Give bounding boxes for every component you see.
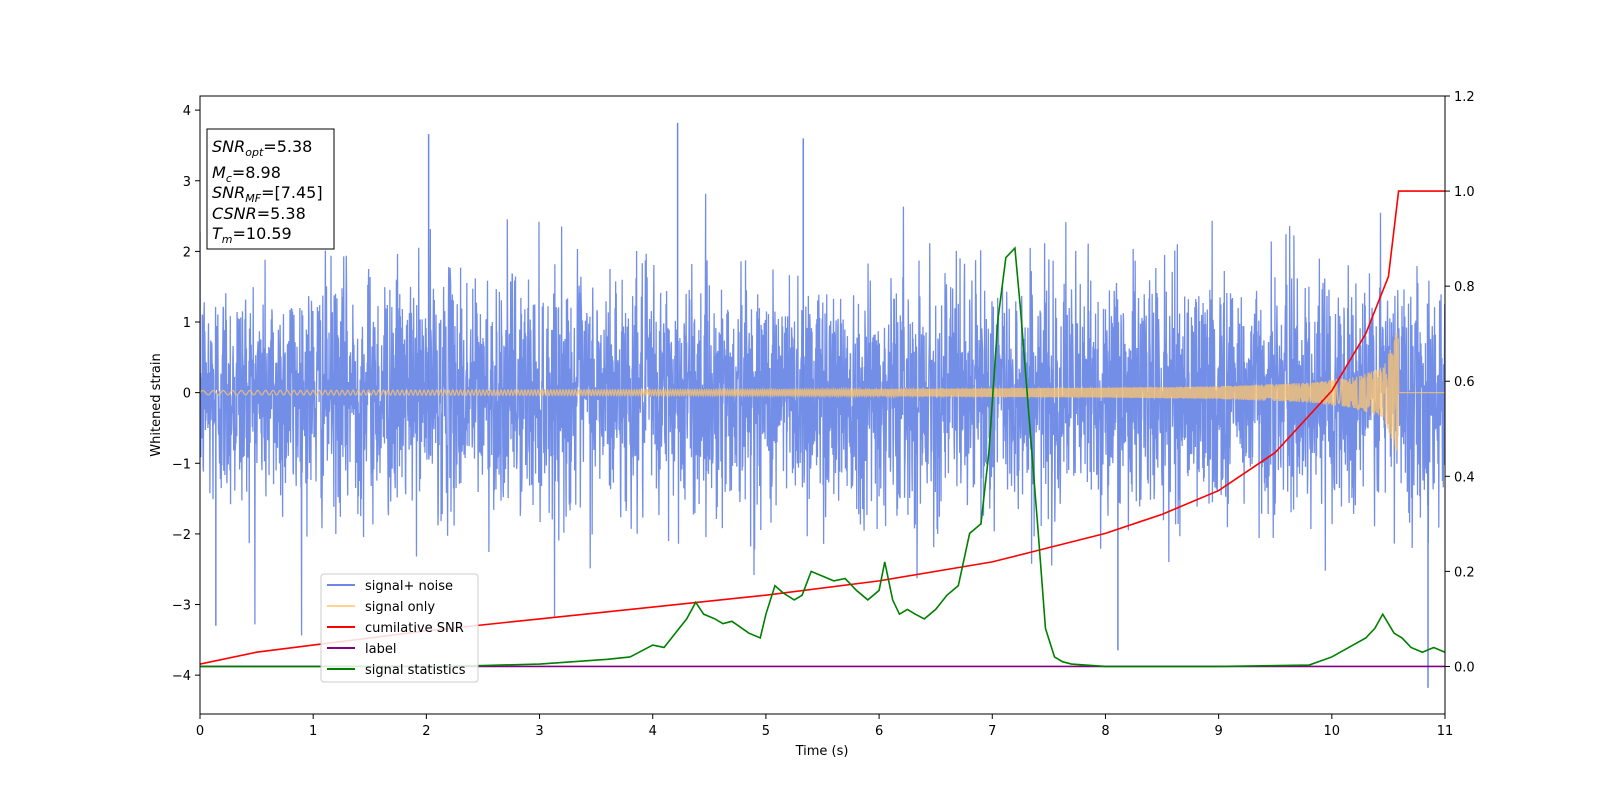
x-tick-label: 4: [649, 724, 657, 739]
legend-label: signal only: [365, 600, 435, 615]
y2-tick-label: 0.8: [1454, 280, 1475, 295]
y-tick-label: 1: [183, 316, 191, 331]
info-box-line: Tm=10.59: [212, 224, 292, 246]
x-tick-label: 8: [1101, 724, 1109, 739]
series-signal-statistics-line: [200, 246, 1445, 668]
x-tick-label: 7: [988, 724, 996, 739]
legend-label: signal+ noise: [365, 579, 453, 594]
legend: signal+ noise signal only cumilative SNR la…: [320, 573, 479, 683]
plot-area-frame: [199, 95, 1446, 715]
x-tick-label: 0: [196, 724, 204, 739]
y-tick-label: −3: [172, 599, 191, 614]
info-box-line: SNRMF=[7.45]: [212, 183, 323, 205]
y2-tick-label: 0.6: [1454, 375, 1475, 390]
series-signal-only-line: [200, 332, 1445, 452]
legend-label: label: [365, 642, 396, 657]
series-signal-noise-line: [200, 193, 1445, 636]
info-box-line: CSNR=5.38: [212, 204, 306, 223]
x-tick-label: 2: [422, 724, 430, 739]
legend-label: cumilative SNR: [365, 621, 464, 636]
y-tick-label: 0: [183, 387, 191, 402]
y2-tick-label: 0.2: [1454, 565, 1475, 580]
y-tick-label: 2: [183, 245, 191, 260]
x-tick-label: 10: [1324, 724, 1341, 739]
y-tick-label: 4: [183, 104, 191, 119]
y-tick-label: −4: [172, 669, 191, 684]
y-axis-label: Whitened strain: [149, 353, 164, 456]
x-tick-label: 11: [1437, 724, 1454, 739]
x-tick-label: 1: [309, 724, 317, 739]
x-axis-label: Time (s): [795, 744, 849, 759]
info-box-frame: [206, 128, 335, 250]
y2-tick-label: 0.4: [1454, 470, 1475, 485]
y2-tick-label: 1.0: [1454, 185, 1475, 200]
y-tick-label: 3: [183, 175, 191, 190]
x-tick-label: 9: [1214, 724, 1222, 739]
y2-tick-label: 0.0: [1454, 660, 1475, 675]
legend-label: signal statistics: [365, 663, 466, 678]
info-box-line: Mc=8.98: [212, 163, 281, 185]
x-tick-label: 5: [762, 724, 770, 739]
y-tick-label: −2: [172, 528, 191, 543]
info-box: SNRopt=5.38 Mc=8.98SNRMF=[7.45]CSNR=5.38T…: [206, 128, 335, 250]
y-tick-label: −1: [172, 457, 191, 472]
info-box-line: SNRopt=5.38: [212, 137, 312, 159]
y2-tick-label: 1.2: [1454, 90, 1475, 105]
legend-frame: [320, 573, 479, 683]
x-tick-label: 3: [535, 724, 543, 739]
x-tick-label: 6: [875, 724, 883, 739]
